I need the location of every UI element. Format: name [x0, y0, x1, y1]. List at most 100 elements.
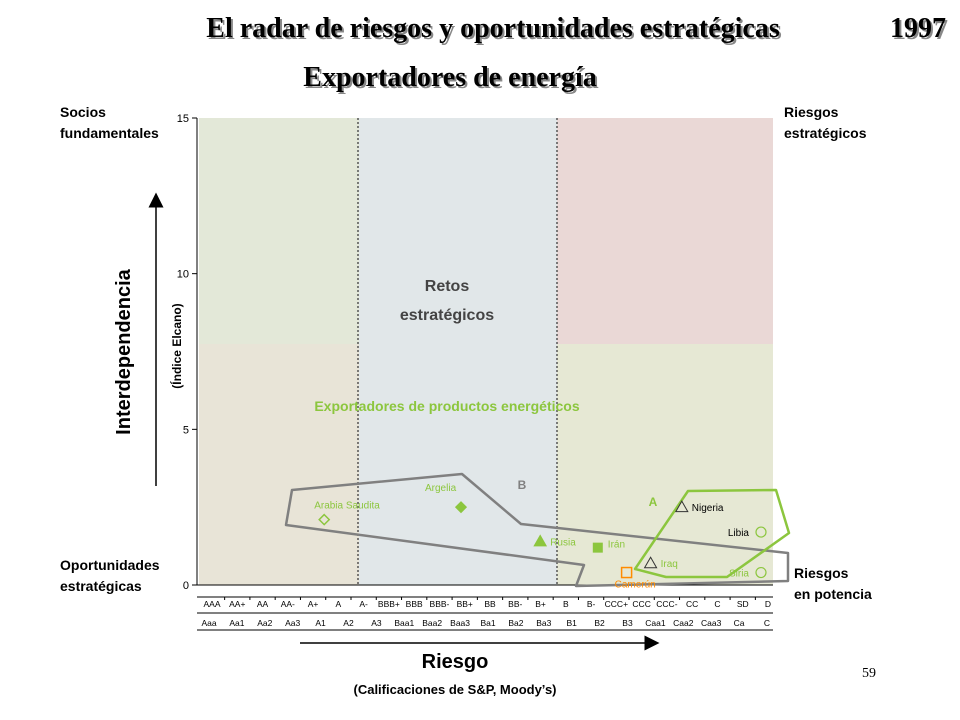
sp-rating-label: CC: [686, 599, 698, 609]
sp-rating-label: BB-: [508, 599, 522, 609]
slide-subtitle-shadow: Exportadores de energía: [305, 64, 598, 95]
sp-rating-label: AA+: [229, 599, 245, 609]
sp-rating-label: CCC+: [605, 599, 628, 609]
series-label: Exportadores de productos energéticos: [314, 398, 579, 414]
sp-rating-label: BB: [484, 599, 496, 609]
y-tick-label: 0: [183, 580, 189, 592]
point-marker: [454, 501, 468, 514]
corner-top-right-line1: Riesgos: [784, 104, 839, 120]
group-a-label: A: [649, 495, 658, 509]
sp-rating-label: A-: [359, 599, 368, 609]
corner-bottom-left-line2: estratégicas: [60, 578, 142, 594]
corner-bottom-right-line1: Riesgos: [794, 565, 849, 581]
moodys-rating-label: B1: [566, 618, 577, 628]
corner-bottom-right-line2: en potencia: [794, 586, 872, 602]
point-label: Argelia: [425, 483, 457, 494]
group-a-outline: [633, 488, 791, 579]
page-number: 59: [862, 666, 876, 681]
point-marker: [592, 542, 603, 553]
slide-subtitle: Exportadores de energía: [303, 62, 596, 93]
zone-label-line2: estratégicos: [400, 307, 494, 324]
zone-top-left-green: [199, 118, 359, 344]
moodys-rating-label: Caa2: [673, 618, 694, 628]
sp-rating-label: BBB: [406, 599, 423, 609]
point-marker: [533, 534, 548, 547]
corner-top-left-line1: Socios: [60, 104, 106, 120]
zone-center-blue: [359, 118, 557, 585]
point-label: Rusia: [550, 537, 576, 548]
moodys-rating-label: A2: [343, 618, 354, 628]
point-marker: [755, 566, 767, 579]
sp-rating-label: BB+: [457, 599, 473, 609]
zone-bottom-left-beige: [199, 344, 359, 585]
group-b-outline: [284, 472, 790, 588]
sp-rating-label: B: [563, 599, 569, 609]
moodys-rating-label: Ba3: [536, 618, 551, 628]
point-marker: [755, 526, 767, 538]
zone-label-line1: Retos: [425, 278, 470, 295]
data-points: Arabia Saudita Argelia Rusia Irán Camerún Nig…: [314, 483, 767, 591]
y-axis-title: Interdependencia: [113, 268, 135, 434]
sp-rating-label: SD: [737, 599, 749, 609]
moodys-rating-label: B3: [622, 618, 633, 628]
point-label: Camerún: [615, 580, 656, 591]
sp-rating-label: B+: [535, 599, 546, 609]
sp-rating-label: AA-: [281, 599, 295, 609]
slide-year: 1997: [890, 13, 946, 44]
y-tick-label: 10: [177, 269, 189, 281]
point-marker: [674, 500, 689, 513]
moodys-rating-label: Ba1: [480, 618, 495, 628]
background-zones: [199, 118, 773, 585]
slide-title: El radar de riesgos y oportunidades estr…: [206, 13, 780, 44]
moodys-rating-label: Ba2: [508, 618, 523, 628]
moodys-rating-label: Aaa: [201, 618, 216, 628]
sp-rating-label: AAA: [203, 599, 220, 609]
sp-rating-label: BBB+: [378, 599, 400, 609]
moodys-rating-label: A1: [315, 618, 326, 628]
slide-year-shadow: 1997: [892, 15, 948, 46]
moodys-rating-label: Aa2: [257, 618, 272, 628]
sp-rating-label: C: [714, 599, 720, 609]
sp-rating-label: BBB-: [430, 599, 450, 609]
x-axis-title: Riesgo: [422, 651, 489, 673]
sp-rating-label: A+: [308, 599, 319, 609]
moodys-rating-label: Aa3: [285, 618, 300, 628]
corner-bottom-left-line1: Oportunidades: [60, 557, 160, 573]
x-axis-subtitle: (Calificaciones de S&P, Moody’s): [354, 682, 557, 697]
point-marker: [620, 566, 633, 579]
sp-rating-label: B-: [587, 599, 596, 609]
sp-rating-label: CCC: [632, 599, 650, 609]
point-label: Iraq: [661, 559, 678, 570]
moodys-rating-label: Caa1: [645, 618, 666, 628]
zone-top-right-red: [557, 118, 773, 344]
sp-rating-label: D: [765, 599, 771, 609]
moodys-rating-label: A3: [371, 618, 382, 628]
moodys-rating-label: Caa3: [701, 618, 722, 628]
corner-top-left-line2: fundamentales: [60, 125, 159, 141]
sp-rating-label: AA: [257, 599, 269, 609]
moodys-rating-label: B2: [594, 618, 605, 628]
point-marker: [318, 513, 331, 526]
y-tick-label: 15: [177, 113, 189, 125]
group-b-label: B: [518, 478, 527, 492]
point-label: Nigeria: [692, 503, 724, 514]
moodys-rating-label: Baa2: [422, 618, 442, 628]
point-marker: [643, 556, 658, 569]
moodys-rating-label: Baa3: [450, 618, 470, 628]
corner-top-right-line2: estratégicos: [784, 125, 867, 141]
y-axis-subtitle: (Índice Elcano): [169, 303, 184, 388]
axes: 0 5 10 15: [177, 113, 773, 592]
slide-title-shadow: El radar de riesgos y oportunidades estr…: [208, 15, 782, 46]
sp-rating-label: CCC-: [656, 599, 677, 609]
moodys-rating-label: Baa1: [394, 618, 414, 628]
moodys-rating-label: C: [764, 618, 770, 628]
sp-rating-label: A: [336, 599, 342, 609]
point-label: Irán: [608, 540, 625, 551]
point-label: Arabia Saudita: [314, 501, 380, 512]
point-label: Siria: [729, 569, 749, 580]
y-tick-label: 5: [183, 424, 189, 436]
point-label: Libia: [728, 528, 750, 539]
moodys-rating-label: Aa1: [229, 618, 244, 628]
moodys-rating-label: Ca: [734, 618, 745, 628]
